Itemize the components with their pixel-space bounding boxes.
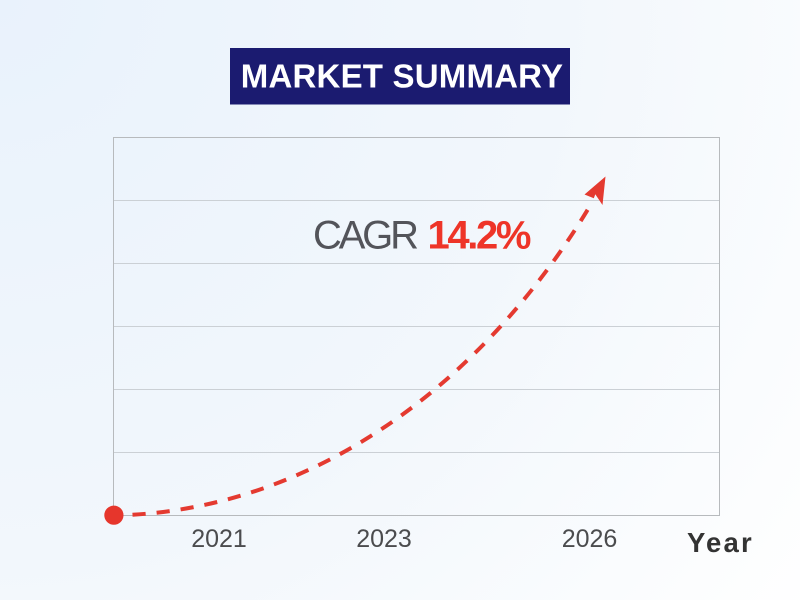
svg-text:CAGR: CAGR (313, 214, 419, 258)
svg-text:MARKET SUMMARY: MARKET SUMMARY (241, 58, 563, 95)
svg-text:Year: Year (687, 527, 754, 558)
svg-text:2023: 2023 (356, 525, 412, 553)
svg-text:2026: 2026 (562, 525, 618, 553)
svg-text:14.2%: 14.2% (428, 214, 532, 258)
svg-text:2021: 2021 (191, 525, 247, 553)
